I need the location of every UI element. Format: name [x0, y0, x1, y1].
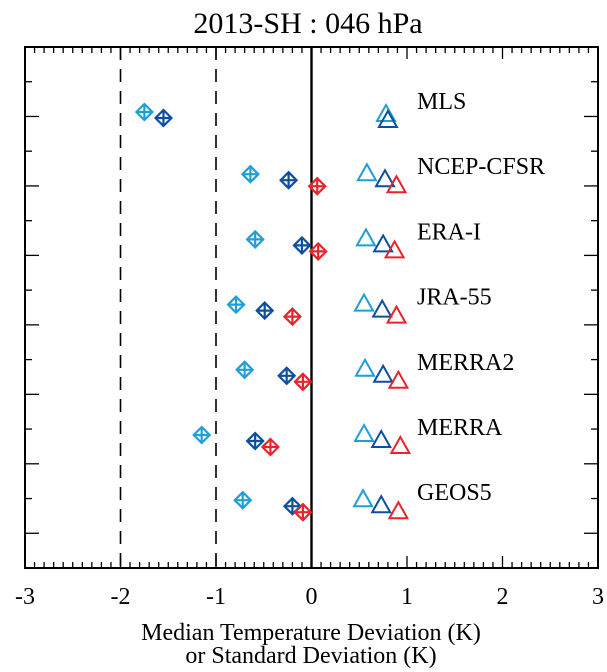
triangle-marker [372, 363, 394, 383]
x-axis-label-line1: Median Temperature Deviation (K) [141, 620, 481, 646]
triangle-marker [387, 369, 410, 389]
triangle-marker [389, 434, 412, 454]
triangle-marker [356, 162, 378, 182]
triangle-marker [385, 174, 408, 194]
x-tick-label: 0 [306, 584, 318, 610]
row-label: JRA-55 [417, 285, 492, 311]
x-tick-label: 2 [497, 584, 509, 610]
triangle-marker [371, 298, 393, 318]
row-labels: MLS NCEP-CFSR ERA-I JRA-55 MERRA2 MERRA GEOS5 [417, 89, 545, 506]
row-label: MERRA2 [417, 350, 514, 376]
x-tick-label: -3 [15, 584, 35, 610]
triangle-marker [385, 304, 408, 324]
data-markers [134, 102, 412, 522]
triangle-marker [353, 422, 375, 442]
triangle-marker [377, 108, 399, 128]
x-tick-label: -2 [111, 584, 131, 610]
row-label: GEOS5 [417, 480, 492, 506]
triangle-marker [374, 168, 396, 188]
triangle-marker [355, 227, 377, 247]
chart-title: 2013-SH : 046 hPa [193, 7, 422, 40]
x-tick-label: 1 [401, 584, 413, 610]
triangle-marker [353, 292, 375, 312]
reference-lines [119, 47, 313, 568]
triangle-marker [354, 357, 376, 377]
triangle-marker [370, 494, 392, 514]
triangle-marker [375, 102, 397, 122]
triangle-marker [370, 428, 392, 448]
triangle-marker [387, 500, 410, 520]
triangle-marker [383, 239, 406, 259]
row-label: ERA-I [417, 219, 481, 245]
x-axis-label-line2: or Standard Deviation (K) [185, 643, 436, 669]
x-tick-label: 3 [592, 584, 604, 610]
triangle-marker [352, 488, 374, 508]
row-label: NCEP-CFSR [417, 154, 545, 180]
row-label: MERRA [417, 415, 503, 441]
triangle-marker [372, 233, 394, 253]
x-tick-label: -1 [206, 584, 226, 610]
row-label: MLS [417, 89, 466, 115]
x-axis-tick-labels: -3 -2 -1 0 1 2 3 [15, 584, 604, 610]
